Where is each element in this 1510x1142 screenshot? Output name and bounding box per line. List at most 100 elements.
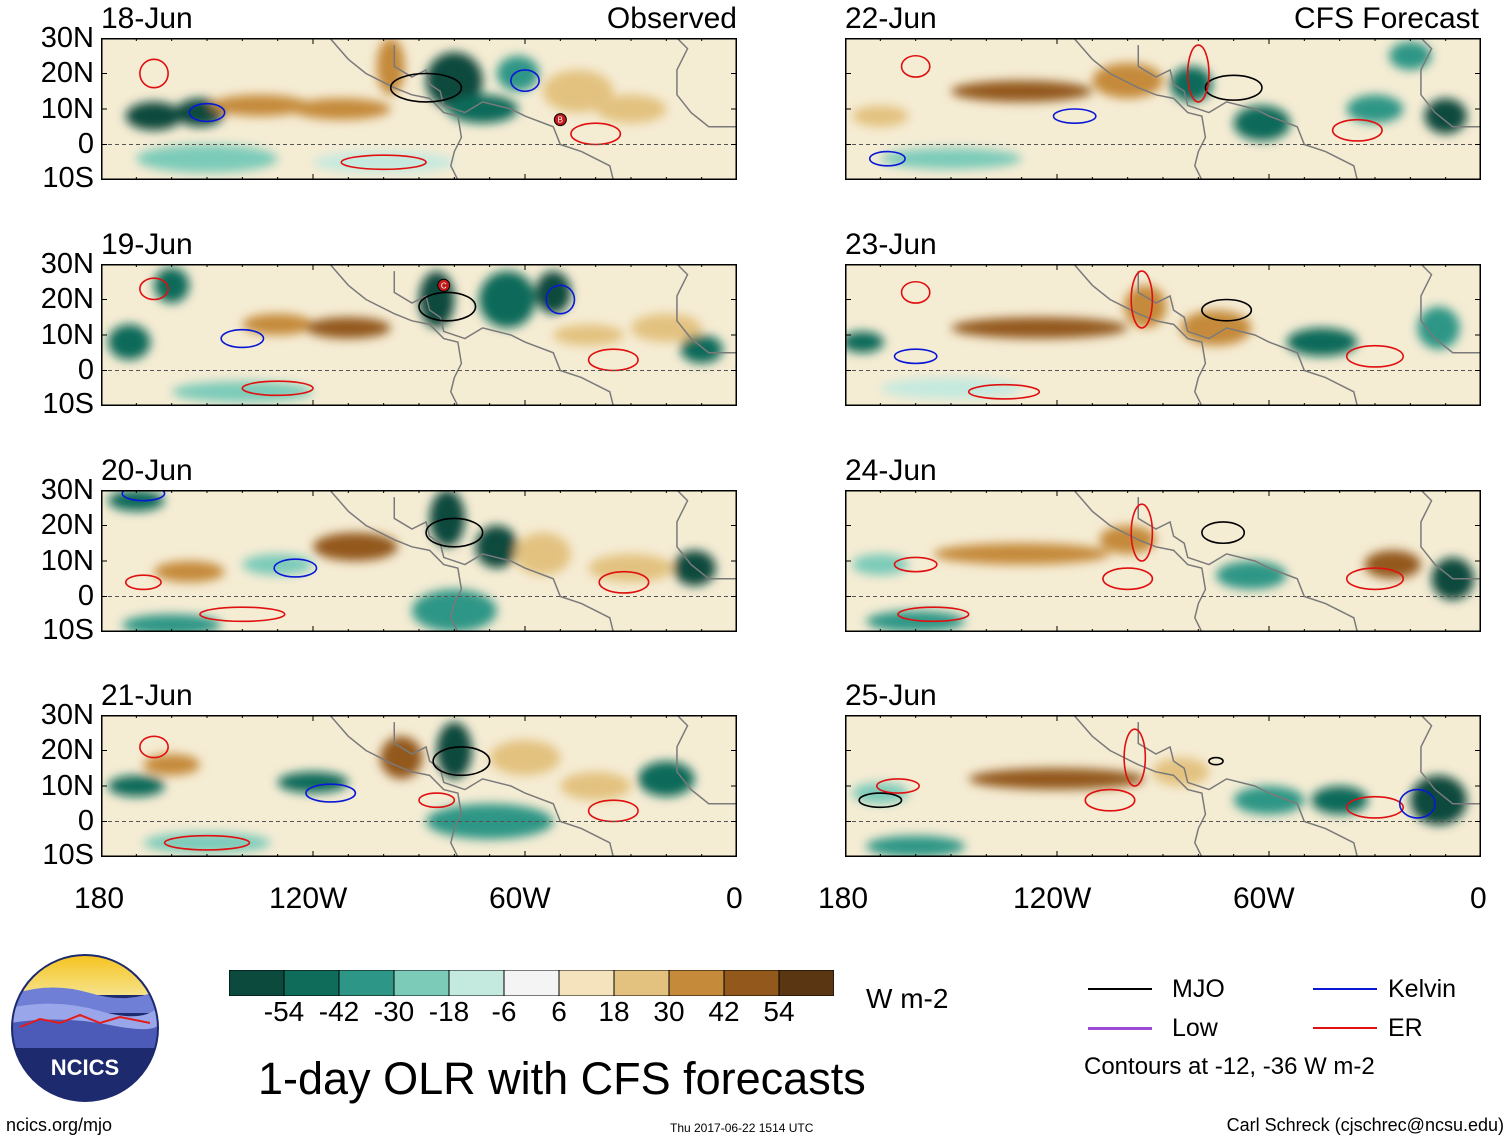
wave-contour xyxy=(1123,728,1147,787)
olr-field xyxy=(845,38,1481,180)
colorbar-swatch xyxy=(448,970,505,996)
lat-tick-label: 20N xyxy=(40,283,94,315)
olr-anomaly-blob xyxy=(1233,786,1305,815)
wave-contour xyxy=(139,277,169,301)
colorbar-swatch xyxy=(558,970,615,996)
lon-tick-label: 60W xyxy=(489,882,551,915)
olr-anomaly-blob xyxy=(1410,775,1467,826)
olr-anomaly-blob xyxy=(1124,285,1167,328)
olr-anomaly-blob xyxy=(1092,62,1163,99)
lon-tick-label: 120W xyxy=(1013,882,1092,915)
map-panel-forecast-day4 xyxy=(845,715,1481,857)
olr-anomaly-blob xyxy=(277,771,349,794)
olr-field xyxy=(101,264,737,406)
olr-anomaly-blob xyxy=(108,324,151,360)
wave-contour xyxy=(188,102,226,123)
colorbar xyxy=(229,970,834,996)
map-panel-forecast-day3 xyxy=(845,490,1481,632)
logo-text: NCICS xyxy=(51,1055,119,1080)
wave-contour xyxy=(1345,344,1405,368)
footer-author: Carl Schreck (cjschrec@ncsu.edu) xyxy=(1226,1115,1504,1135)
colorbar-swatch xyxy=(668,970,725,996)
olr-anomaly-blob xyxy=(553,324,624,346)
wave-contour xyxy=(163,834,251,851)
olr-anomaly-blob xyxy=(638,761,695,797)
wave-contour xyxy=(893,348,938,365)
footer-url: ncics.org/mjo xyxy=(6,1115,113,1135)
wave-contour xyxy=(1052,108,1097,124)
coastline xyxy=(393,497,615,632)
storm-marker-label: C xyxy=(441,281,447,290)
olr-anomaly-blob xyxy=(866,835,966,857)
wave-contour xyxy=(1201,298,1253,322)
olr-field xyxy=(101,38,737,180)
lat-tick-label: 20N xyxy=(40,57,94,89)
wave-contour xyxy=(241,380,314,397)
wave-contour xyxy=(1102,567,1154,591)
lat-tick-label: 10N xyxy=(40,770,94,802)
colorbar-tick-label: 42 xyxy=(708,996,740,1027)
lat-tick-label: 30N xyxy=(40,474,94,506)
coastline xyxy=(1420,715,1481,805)
wave-contour xyxy=(1398,788,1436,819)
legend-line-mjo xyxy=(1088,988,1152,990)
wave-contour xyxy=(1186,44,1210,103)
figure-title: 1-day OLR with CFS forecasts xyxy=(258,1053,866,1104)
lat-tick-label: 10S xyxy=(42,388,94,420)
storm-marker-label: B xyxy=(558,116,563,125)
map-panel-forecast-day1 xyxy=(845,38,1481,180)
olr-anomaly-blob xyxy=(1364,550,1421,579)
colorbar-swatch xyxy=(229,970,285,996)
lat-tick-label: 10N xyxy=(40,545,94,577)
olr-anomaly-blob xyxy=(171,381,313,403)
panel-date-label: 25-Jun xyxy=(845,679,937,712)
olr-background xyxy=(845,715,1481,857)
colorbar-swatch xyxy=(393,970,450,996)
wave-contour xyxy=(868,150,906,167)
colorbar-tick-label: 6 xyxy=(551,996,567,1027)
olr-anomaly-blob xyxy=(291,98,391,120)
lat-tick-label: 10S xyxy=(42,839,94,871)
contour-note: Contours at -12, -36 W m-2 xyxy=(1084,1053,1375,1080)
wave-contour xyxy=(1208,756,1224,766)
colorbar-swatch xyxy=(338,970,395,996)
lat-tick-label: 0 xyxy=(77,805,94,837)
wave-contour xyxy=(1130,270,1154,329)
olr-anomaly-blob xyxy=(595,94,667,124)
wave-contour xyxy=(1130,503,1154,562)
olr-anomaly-blob xyxy=(845,331,884,353)
panel-date-label: 21-Jun xyxy=(101,679,193,712)
olr-anomaly-blob xyxy=(305,317,391,339)
olr-anomaly-blob xyxy=(242,313,313,335)
wave-contour xyxy=(1084,788,1136,812)
wave-contour xyxy=(1331,118,1383,142)
olr-anomaly-blob xyxy=(108,775,165,797)
colorbar-tick-label: -54 xyxy=(263,996,305,1027)
coastline xyxy=(676,715,737,805)
legend-label-low: Low xyxy=(1172,1014,1218,1042)
wave-contour xyxy=(1345,795,1405,819)
panel-date-label: 24-Jun xyxy=(845,454,937,487)
lon-tick-label: 120W xyxy=(269,882,348,915)
coastline xyxy=(1072,715,1207,857)
olr-anomaly-blob xyxy=(436,722,473,779)
coastline xyxy=(1072,38,1207,180)
coastline xyxy=(328,715,463,857)
colorbar-tick-label: -18 xyxy=(428,996,470,1027)
coastline xyxy=(393,722,615,857)
coastline xyxy=(1072,490,1207,632)
olr-anomaly-blob xyxy=(1180,310,1252,346)
coastline xyxy=(328,38,463,180)
wave-contour xyxy=(305,783,357,803)
olr-anomaly-blob xyxy=(154,267,190,304)
coastline xyxy=(1420,490,1481,580)
colorbar-swatch xyxy=(778,970,834,996)
coastline xyxy=(393,271,615,406)
lat-tick-label: 0 xyxy=(77,580,94,612)
lat-tick-label: 0 xyxy=(77,128,94,160)
olr-anomaly-blob xyxy=(852,553,909,576)
wave-contour xyxy=(199,606,286,623)
olr-anomaly-blob xyxy=(210,94,310,117)
olr-anomaly-blob xyxy=(951,317,1128,339)
wave-contour xyxy=(1204,74,1263,101)
